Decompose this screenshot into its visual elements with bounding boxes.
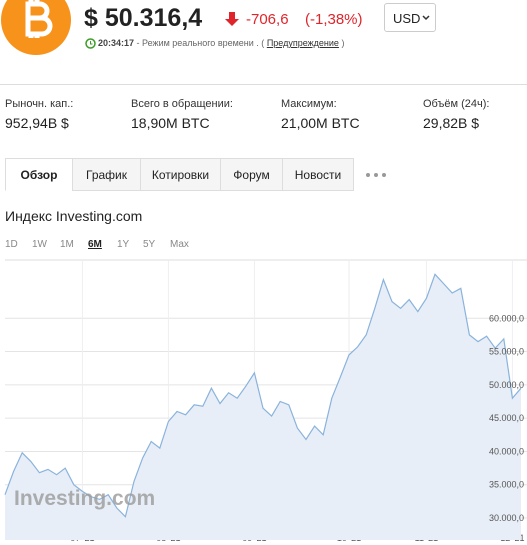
range[interactable]: Max <box>170 239 189 250</box>
stat-label: Всего в обращении: <box>131 98 233 110</box>
stat-label: Максимум: <box>281 98 337 110</box>
y-tick-label: 55.000,0 <box>489 347 524 357</box>
range[interactable]: 1Y <box>117 239 130 250</box>
down-arrow <box>225 12 239 26</box>
stat-value: 18,90M BTC <box>131 115 210 131</box>
currency-select[interactable]: USD <box>384 3 436 32</box>
warning-link[interactable]: Предупреждение <box>266 38 339 48</box>
index-title: Индекс Investing.com <box>5 208 143 224</box>
tab[interactable]: Форум <box>220 158 283 191</box>
change-pct: (-1,38%) <box>305 11 363 28</box>
chart: 07 '2108 '2109 '2110 '2111 '2112 '2130.0… <box>4 259 527 543</box>
stat-label: Рыночн. кап.: <box>5 98 74 110</box>
tab[interactable]: График <box>72 158 141 191</box>
y-tick-label: 35.000,0 <box>489 480 524 490</box>
stat-value: 29,82B $ <box>423 115 480 131</box>
watermark: Investing.com <box>14 487 155 510</box>
y-tick-label: 50.000,0 <box>489 380 524 390</box>
tab[interactable]: Обзор <box>5 158 73 191</box>
change: -706,6 <box>246 11 289 28</box>
stat-label: Объём (24ч): <box>423 98 490 110</box>
range[interactable]: 5Y <box>143 239 156 250</box>
currency: USD <box>393 11 421 26</box>
status-end: ) <box>341 38 345 48</box>
more-dots[interactable] <box>365 172 387 178</box>
chevron <box>422 15 430 21</box>
y-tick-label: 45.000,0 <box>489 413 524 423</box>
tab[interactable]: Новости <box>282 158 354 191</box>
time: 20:34:17 <box>98 38 135 48</box>
range[interactable]: 1M <box>60 239 74 250</box>
stat-value: 21,00M BTC <box>281 115 360 131</box>
y-tick-label: 60.000,0 <box>489 313 524 323</box>
status-line: 20:34:17 - Режим реального времени . ( П… <box>98 38 344 48</box>
bitcoin-logo <box>1 0 71 55</box>
y-tick-label: 40.000,0 <box>489 446 524 456</box>
range[interactable]: 1D <box>5 239 18 250</box>
y-tick-label: 30.000,0 <box>489 513 524 523</box>
stat-value: 952,94B $ <box>5 115 69 131</box>
clock-icon <box>85 38 96 49</box>
status: - Режим реального времени . ( <box>136 38 265 48</box>
tab[interactable]: Котировки <box>140 158 221 191</box>
range[interactable]: 1W <box>32 239 47 250</box>
range[interactable]: 6M <box>88 239 102 250</box>
price: $ 50.316,4 <box>84 4 203 32</box>
separator <box>0 84 527 85</box>
price-line <box>4 273 522 518</box>
area-fill <box>5 274 521 540</box>
